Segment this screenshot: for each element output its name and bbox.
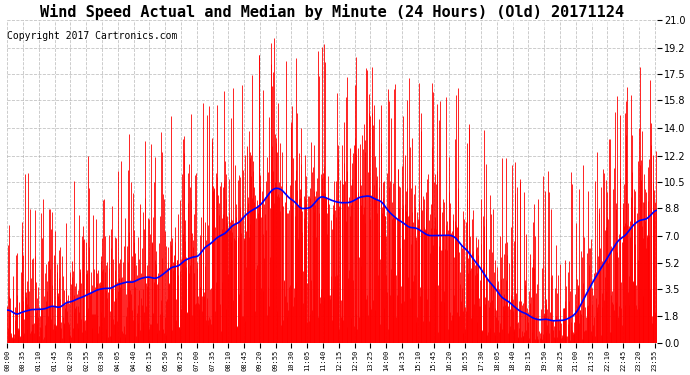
Text: Wind (mph): Wind (mph) xyxy=(592,20,642,29)
Text: Median (mph): Median (mph) xyxy=(500,20,560,29)
Text: Copyright 2017 Cartronics.com: Copyright 2017 Cartronics.com xyxy=(7,32,177,41)
Title: Wind Speed Actual and Median by Minute (24 Hours) (Old) 20171124: Wind Speed Actual and Median by Minute (… xyxy=(40,4,624,20)
